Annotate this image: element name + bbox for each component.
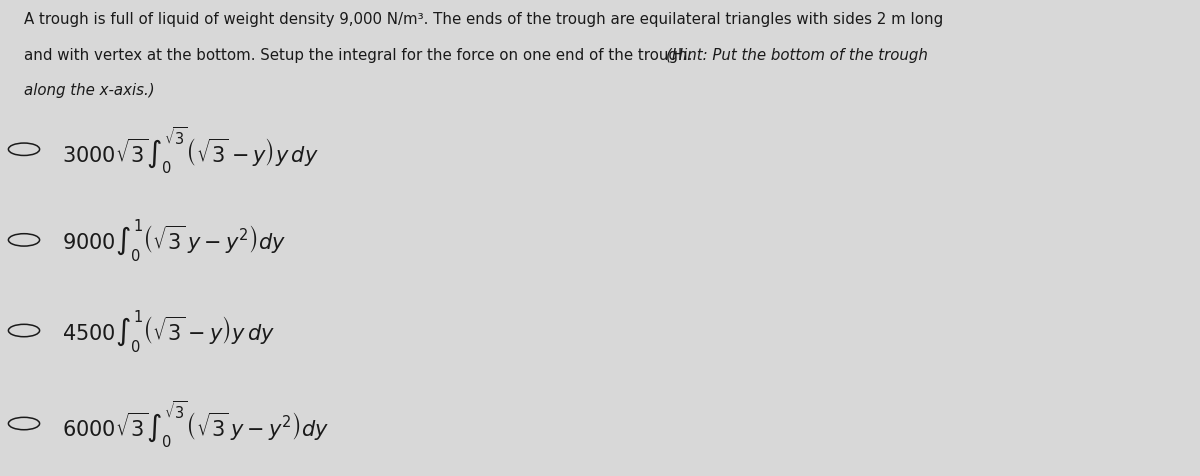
Text: $3000\sqrt{3}\int_{0}^{\sqrt{3}}\left(\sqrt{3}-y\right)y\,dy$: $3000\sqrt{3}\int_{0}^{\sqrt{3}}\left(\s… xyxy=(62,125,319,175)
Text: $9000\int_{0}^{1}\left(\sqrt{3}\,y-y^{2}\right)dy$: $9000\int_{0}^{1}\left(\sqrt{3}\,y-y^{2}… xyxy=(62,217,287,264)
Text: and with vertex at the bottom. Setup the integral for the force on one end of th: and with vertex at the bottom. Setup the… xyxy=(24,48,697,62)
Text: $6000\sqrt{3}\int_{0}^{\sqrt{3}}\left(\sqrt{3}\,y-y^{2}\right)dy$: $6000\sqrt{3}\int_{0}^{\sqrt{3}}\left(\s… xyxy=(62,398,330,449)
Text: (Hint: Put the bottom of the trough: (Hint: Put the bottom of the trough xyxy=(666,48,928,62)
Text: along the x-axis.): along the x-axis.) xyxy=(24,83,155,98)
Text: A trough is full of liquid of weight density 9,000 N/m³. The ends of the trough : A trough is full of liquid of weight den… xyxy=(24,12,943,27)
Text: $4500\int_{0}^{1}\left(\sqrt{3}-y\right)y\,dy$: $4500\int_{0}^{1}\left(\sqrt{3}-y\right)… xyxy=(62,307,276,354)
